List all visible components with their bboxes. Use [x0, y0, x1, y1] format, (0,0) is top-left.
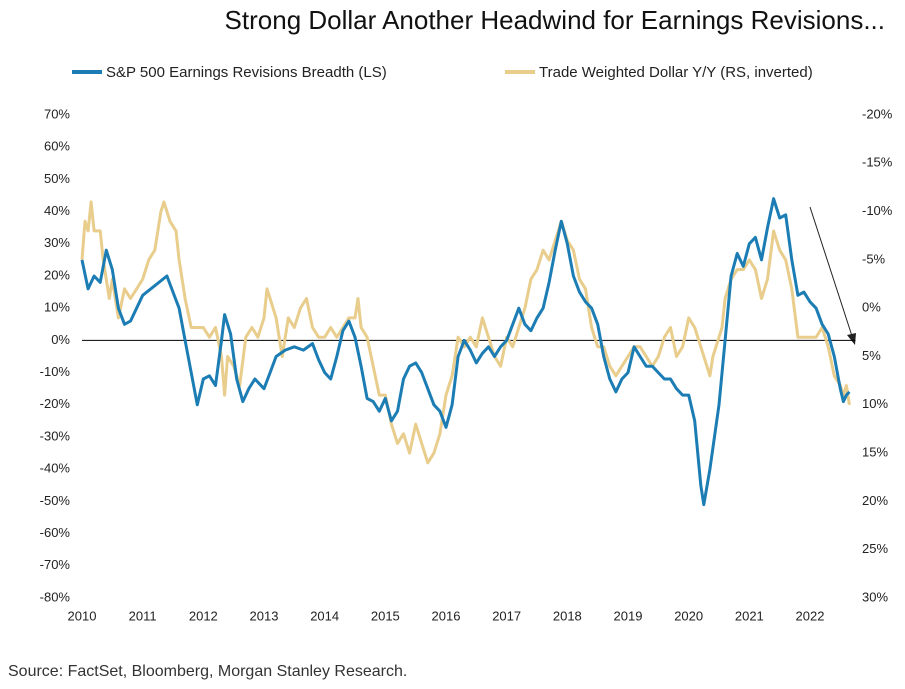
x-tick-label: 2015 — [371, 608, 400, 623]
y2-tick-label: 0% — [862, 300, 881, 315]
y-tick-label: 50% — [44, 171, 70, 186]
y-tick-label: 70% — [44, 106, 70, 121]
y-tick-label: -80% — [40, 589, 71, 604]
y-tick-label: -30% — [40, 428, 71, 443]
x-tick-label: 2017 — [492, 608, 521, 623]
y-tick-label: -60% — [40, 525, 71, 540]
x-tick-label: 2019 — [614, 608, 643, 623]
y-tick-label: 60% — [44, 139, 70, 154]
y-tick-label: -50% — [40, 493, 71, 508]
y-tick-label: 30% — [44, 235, 70, 250]
legend-label: S&P 500 Earnings Revisions Breadth (LS) — [106, 64, 387, 81]
x-tick-label: 2020 — [674, 608, 703, 623]
y2-tick-label: 15% — [862, 445, 888, 460]
y2-tick-label: 25% — [862, 541, 888, 556]
x-tick-label: 2016 — [432, 608, 461, 623]
y-tick-label: -40% — [40, 461, 71, 476]
y-tick-label: 40% — [44, 203, 70, 218]
y2-tick-label: 30% — [862, 589, 888, 604]
trend-arrow — [809, 206, 853, 337]
x-tick-label: 2014 — [310, 608, 339, 623]
legend-label: Trade Weighted Dollar Y/Y (RS, inverted) — [539, 64, 813, 81]
y2-tick-label: -5% — [862, 251, 886, 266]
y2-tick-label: 20% — [862, 493, 888, 508]
y-tick-label: -10% — [40, 364, 71, 379]
y2-tick-label: 10% — [862, 396, 888, 411]
x-tick-label: 2013 — [250, 608, 279, 623]
x-tick-label: 2021 — [735, 608, 764, 623]
arrow-head — [847, 333, 856, 345]
x-tick-label: 2022 — [796, 608, 825, 623]
source-note: Source: FactSet, Bloomberg, Morgan Stanl… — [8, 663, 407, 680]
x-tick-label: 2018 — [553, 608, 582, 623]
y-tick-label: -20% — [40, 396, 71, 411]
x-tick-label: 2012 — [189, 608, 218, 623]
y2-tick-label: -15% — [862, 155, 893, 170]
x-tick-label: 2010 — [68, 608, 97, 623]
y-tick-label: -70% — [40, 557, 71, 572]
y-tick-label: 0% — [51, 332, 70, 347]
y-tick-label: 10% — [44, 300, 70, 315]
y2-tick-label: -10% — [862, 203, 893, 218]
x-tick-label: 2011 — [129, 608, 157, 623]
y-tick-label: 20% — [44, 267, 70, 282]
chart-title: Strong Dollar Another Headwind for Earni… — [225, 5, 885, 35]
y2-tick-label: -20% — [862, 106, 893, 121]
series-line — [80, 200, 851, 465]
y2-tick-label: 5% — [862, 348, 881, 363]
series-line — [80, 197, 851, 507]
